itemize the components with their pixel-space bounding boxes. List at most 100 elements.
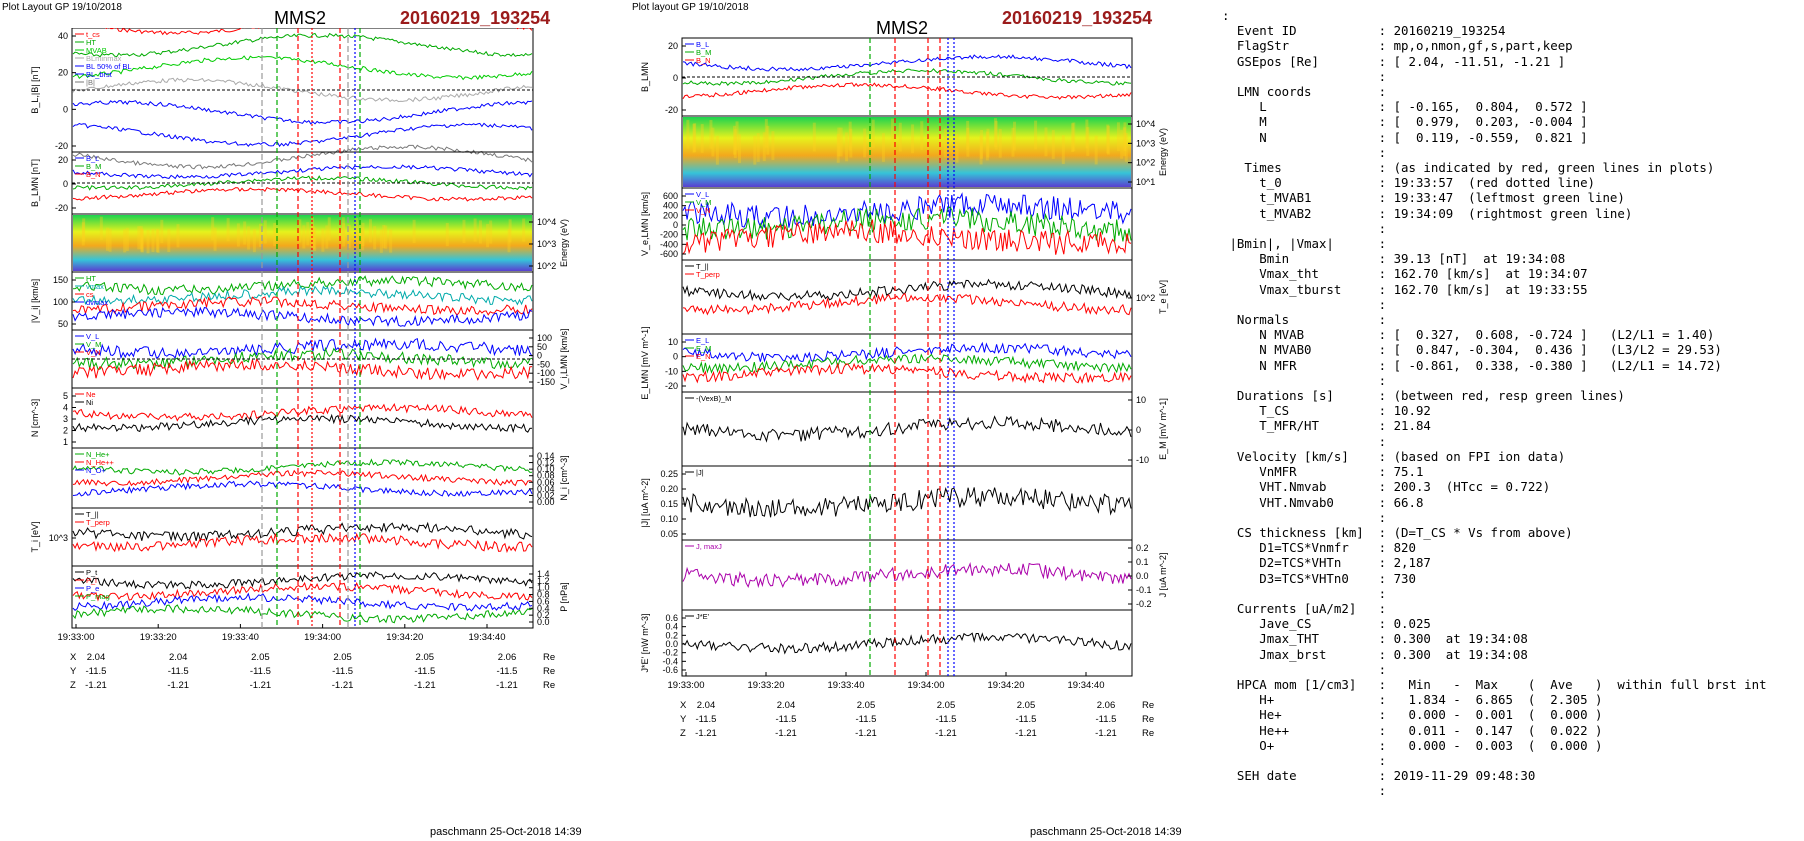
legend-entry: MVAB <box>86 46 107 55</box>
spectrogram-streak <box>812 122 816 152</box>
spectrogram-streak <box>693 123 697 153</box>
left-footer: paschmann 25-Oct-2018 14:39 <box>430 826 582 838</box>
series-line <box>72 458 533 476</box>
axis-label: N_i [cm^-3] <box>559 455 569 500</box>
series-line <box>682 54 1132 72</box>
legend-entry: HT <box>86 38 96 47</box>
legend-entry: J, maxJ <box>696 542 722 551</box>
position-value: 2.05 <box>937 700 956 711</box>
position-row-label: Z <box>70 680 76 691</box>
tick-label: -20 <box>665 105 678 115</box>
spectrogram-streak <box>753 135 757 165</box>
spectrogram-streak <box>99 216 103 240</box>
tick-label: 0.10 <box>537 464 555 474</box>
axis-label: B_LMN [nT] <box>30 159 40 207</box>
spectrogram-streak <box>236 223 240 247</box>
spectrogram-streak <box>733 125 737 155</box>
spectrogram-image <box>73 215 532 271</box>
info-line: Bmin : 39.13 [nT] at 19:34:08 <box>1222 251 1566 267</box>
spectrogram-streak <box>1094 135 1098 165</box>
spectrogram-streak <box>327 217 331 241</box>
position-value: -1.21 <box>855 728 877 739</box>
tick-label: 0.10 <box>660 514 678 524</box>
spectrogram-streak <box>1116 122 1120 152</box>
axis-label: J*E' [nW m^-3] <box>640 614 650 673</box>
mid-panel-7: 0.2 0.1 0.0 -0.1 -0.2 J [uA m^-2] J, maxJ <box>681 539 1168 611</box>
legend-entry: P_e <box>86 584 99 593</box>
tick-label: 0.0 <box>1136 571 1149 581</box>
position-value: -11.5 <box>497 666 518 677</box>
time-tick-label: 19:34:20 <box>386 632 423 643</box>
mid-panel-8: 0.60.40.20.0-0.2-0.4-0.6 J*E' [nW m^-3] J*… <box>640 609 1133 677</box>
legend-entry: V_M <box>86 340 101 349</box>
position-unit: Re <box>1142 728 1154 739</box>
tick-label: -600 <box>660 249 678 259</box>
info-line: Jmax_brst : 0.300 at 19:34:08 <box>1222 646 1528 662</box>
spectrogram-streak <box>368 219 372 243</box>
spectrogram-streak <box>263 220 267 244</box>
tick-label: 1 <box>63 437 68 447</box>
tick-label: 0.00 <box>537 497 555 507</box>
time-tick-label: 19:33:20 <box>748 680 785 691</box>
tick-label: -0.1 <box>1136 585 1152 595</box>
spectrogram-streak <box>1086 127 1090 156</box>
spectrogram-streak <box>1122 127 1126 157</box>
spectrogram-streak <box>298 219 302 243</box>
info-line: Vmax_tburst : 162.70 [km/s] at 19:33:55 <box>1222 281 1588 297</box>
spectrogram-streak <box>898 122 902 152</box>
spectrogram-streak <box>139 226 143 250</box>
spectrogram-streak <box>1012 121 1016 151</box>
info-line: : <box>1222 661 1387 677</box>
position-value: -1.21 <box>167 680 189 691</box>
axis-label: |J| [uA m^-2] <box>640 478 650 527</box>
axis-label: E_LMN [mV m^-1] <box>640 326 650 399</box>
spectrogram-streak <box>986 128 990 158</box>
left-spacecraft-title: MMS2 <box>274 8 327 28</box>
spectrogram-streak <box>312 226 316 250</box>
series-line <box>72 413 533 434</box>
info-line: T_MFR/HT : 21.84 <box>1222 418 1431 434</box>
tick-label: 0 <box>63 104 68 114</box>
spectrogram-streak <box>155 228 159 253</box>
legend-entry: BL 50% of BL <box>86 62 132 71</box>
event-info-listing: : Event ID : 20160219_193254 FlagStr : m… <box>1222 8 1800 799</box>
tick-label: 0.06 <box>537 477 555 487</box>
legend-entry: T_|| <box>86 510 99 519</box>
spectrogram-streak <box>310 224 314 248</box>
series-line <box>95 28 533 36</box>
spectrogram-streak <box>486 224 490 248</box>
spectrogram-streak <box>379 229 383 253</box>
tick-label: -10 <box>665 366 678 376</box>
tick-label: 10^1 <box>1136 177 1155 187</box>
legend-entry: V_M <box>696 198 711 207</box>
tick-label: 600 <box>663 191 678 201</box>
left-panel-8: 1.41.21.00.80.60.40.20.0 P [nPa] P_tP_iP_e… <box>71 565 569 629</box>
position-value: -1.21 <box>935 728 957 739</box>
series-line <box>72 532 533 554</box>
position-value: -1.21 <box>250 680 272 691</box>
spectrogram-streak <box>733 129 737 159</box>
tick-label: 10^3 <box>537 239 556 249</box>
mid-panel-4: 10 0 -10 -20 E_LMN [mV m^-1] E_LE_ME_N <box>640 326 1133 400</box>
spectrogram-streak <box>871 119 875 149</box>
info-line: t_MVAB1 : 19:33:47 (leftmost green line) <box>1222 190 1625 206</box>
spectrogram-streak <box>1123 122 1127 152</box>
time-tick-label: 19:34:40 <box>469 632 506 643</box>
legend-entry: B_M <box>86 162 101 171</box>
position-value: -1.21 <box>1095 728 1117 739</box>
tick-label: -100 <box>537 368 555 378</box>
panel-frame <box>681 539 1133 611</box>
info-line: Normals : <box>1222 312 1387 328</box>
spectrogram-streak <box>325 225 329 249</box>
spectrogram-streak <box>140 229 144 253</box>
spectrogram-streak <box>81 222 85 246</box>
legend-entry: T_|| <box>696 262 709 271</box>
left-event-title: 20160219_193254 <box>400 8 551 28</box>
info-line: Currents [uA/m2] : <box>1222 600 1387 616</box>
middle-spacecraft-title: MMS2 <box>876 18 929 38</box>
tick-label: -0.6 <box>662 665 678 675</box>
tick-label: 4 <box>63 403 68 413</box>
tick-label: 0.05 <box>660 529 678 539</box>
